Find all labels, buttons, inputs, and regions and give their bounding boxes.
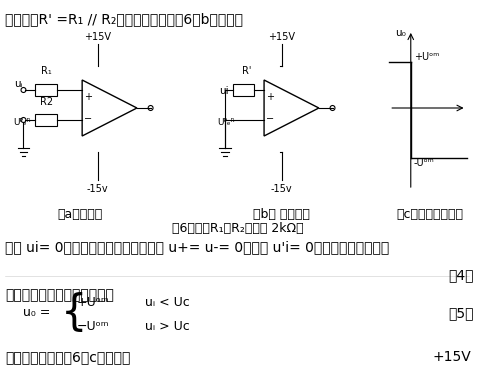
Text: +Uᵒᵐ: +Uᵒᵐ [76, 296, 109, 308]
Text: +15V: +15V [432, 350, 471, 364]
Text: （5）: （5） [448, 306, 473, 320]
Text: +15V: +15V [268, 32, 295, 42]
Text: （c）电压传输特性: （c）电压传输特性 [397, 208, 464, 221]
Text: 由于 ui= 0，根据输出翻转的临界条件 u+= u-= 0，故由 u'i= 0，可求得比较电平：: 由于 ui= 0，根据输出翻转的临界条件 u+= u-= 0，故由 u'i= 0… [5, 240, 389, 254]
Text: uᵢ < Uᴄ: uᵢ < Uᴄ [145, 296, 189, 308]
Text: uᵢ > Uᴄ: uᵢ > Uᴄ [145, 320, 189, 332]
Text: +15V: +15V [84, 32, 112, 42]
Text: +Uᵒᵐ: +Uᵒᵐ [413, 52, 439, 62]
Text: −: − [266, 114, 274, 124]
Text: {: { [61, 292, 87, 334]
Text: Uᴾₑᴿ: Uᴾₑᴿ [217, 118, 235, 127]
Text: R₁: R₁ [40, 66, 51, 76]
Text: uᵢ: uᵢ [14, 79, 22, 89]
Text: +: + [84, 92, 92, 102]
Text: −Uᵒᵐ: −Uᵒᵐ [76, 320, 109, 332]
Text: -15v: -15v [271, 184, 293, 194]
Text: +: + [266, 92, 274, 102]
Bar [35, 84, 56, 96]
Text: 因此，比较器的输出电压为：: 因此，比较器的输出电压为： [5, 288, 114, 302]
Text: −: − [84, 114, 92, 124]
Text: （b） 等效电路: （b） 等效电路 [253, 208, 310, 221]
Text: R': R' [242, 66, 251, 76]
Text: Uᴾₑᴿ: Uᴾₑᴿ [14, 118, 31, 127]
Text: 电压传输特性如图6（c）所示。: 电压传输特性如图6（c）所示。 [5, 350, 130, 364]
Text: -15v: -15v [87, 184, 109, 194]
Bar [233, 84, 254, 96]
Text: u₀: u₀ [395, 28, 406, 38]
Bar [35, 114, 56, 126]
Text: 和内阻：R' =R₁ // R₂，其等效电路如图6（b）所示。: 和内阻：R' =R₁ // R₂，其等效电路如图6（b）所示。 [5, 12, 243, 26]
Text: （a）电路图: （a）电路图 [57, 208, 103, 221]
Text: ui: ui [219, 86, 229, 96]
Text: （4）: （4） [448, 268, 473, 282]
Text: R2: R2 [40, 97, 54, 107]
Text: 图6（其中R₁、R₂分别取 2kΩ）: 图6（其中R₁、R₂分别取 2kΩ） [172, 222, 303, 235]
Text: -Uᵒᵐ: -Uᵒᵐ [413, 158, 434, 168]
Text: u₀ =: u₀ = [23, 306, 51, 320]
